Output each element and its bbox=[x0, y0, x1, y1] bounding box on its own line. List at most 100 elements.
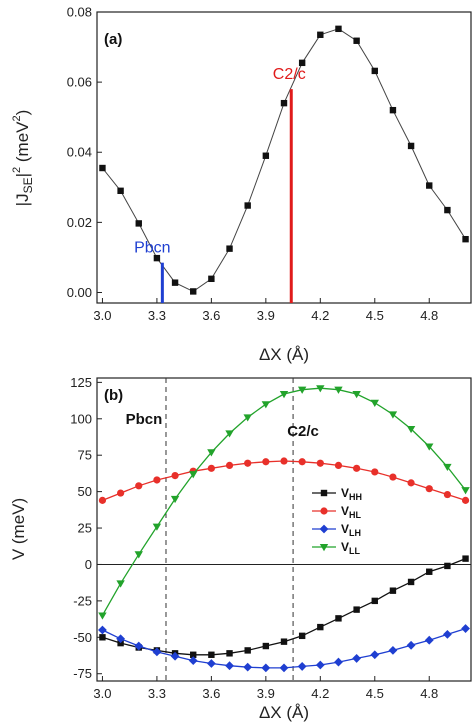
data-point bbox=[134, 641, 144, 651]
data-point bbox=[153, 254, 161, 262]
data-point bbox=[424, 635, 434, 645]
data-point bbox=[135, 220, 142, 227]
data-point bbox=[370, 399, 379, 407]
a-x-tick-label: 3.3 bbox=[148, 308, 166, 323]
a-y-tick-label: 0.00 bbox=[67, 285, 92, 300]
b-x-tick-label: 4.8 bbox=[420, 686, 438, 701]
data-point bbox=[334, 461, 343, 470]
data-point bbox=[443, 463, 452, 472]
b-x-tick-label: 4.5 bbox=[366, 686, 384, 701]
data-point bbox=[316, 459, 324, 467]
phase-marker-label: C2/c bbox=[273, 66, 306, 83]
data-point bbox=[297, 386, 307, 394]
data-point bbox=[262, 458, 270, 466]
data-point bbox=[388, 646, 398, 655]
data-point bbox=[317, 623, 324, 631]
b-y-tick-label: 75 bbox=[78, 448, 92, 463]
data-point bbox=[243, 662, 253, 672]
data-point bbox=[298, 458, 306, 466]
data-point bbox=[98, 612, 107, 620]
data-point bbox=[116, 634, 126, 644]
data-point bbox=[353, 464, 361, 472]
data-point bbox=[208, 651, 215, 658]
data-point bbox=[407, 142, 415, 150]
data-point bbox=[353, 37, 360, 44]
a-y-tick-label: 0.08 bbox=[67, 5, 92, 20]
legend-label: VLH bbox=[341, 522, 361, 538]
data-point bbox=[462, 235, 469, 243]
y-axis-label-b: V (meV) bbox=[9, 498, 28, 560]
b-x-tick-label: 3.9 bbox=[257, 686, 275, 701]
data-point bbox=[371, 67, 378, 75]
data-point bbox=[190, 651, 197, 658]
data-point bbox=[335, 25, 342, 33]
data-point bbox=[406, 640, 416, 650]
b-y-tick-label: -50 bbox=[73, 630, 92, 645]
data-point bbox=[371, 468, 379, 476]
data-point bbox=[353, 606, 360, 613]
plot-frame-b bbox=[96, 377, 472, 682]
data-point bbox=[226, 245, 233, 252]
phase-markers-a: Pbcn C2/c bbox=[134, 66, 306, 303]
legend-marker bbox=[320, 507, 328, 515]
data-point bbox=[462, 555, 469, 562]
data-point bbox=[426, 568, 433, 575]
data-point bbox=[371, 597, 378, 605]
data-point bbox=[226, 650, 233, 657]
data-point bbox=[99, 164, 106, 172]
data-point bbox=[444, 206, 451, 214]
data-point bbox=[244, 202, 251, 209]
legend-label: VLL bbox=[341, 540, 361, 556]
x-axis-label-b: ΔX (Å) bbox=[259, 703, 309, 722]
data-point bbox=[225, 430, 234, 438]
b-x-tick-label: 3.3 bbox=[148, 686, 166, 701]
panel-label-b: (b) bbox=[104, 387, 123, 404]
data-point bbox=[279, 391, 289, 399]
plot-frame-a bbox=[96, 11, 472, 304]
a-y-tick-label: 0.02 bbox=[67, 215, 92, 230]
a-x-tick-label: 3.6 bbox=[202, 308, 220, 323]
legend-label: VHL bbox=[341, 504, 362, 520]
data-point bbox=[406, 425, 416, 434]
data-point bbox=[117, 187, 124, 195]
data-point bbox=[225, 461, 234, 470]
data-point bbox=[352, 654, 362, 663]
legend-label: VHH bbox=[341, 486, 362, 502]
data-point bbox=[244, 647, 251, 654]
a-x-tick-label: 4.8 bbox=[420, 308, 438, 323]
data-point bbox=[389, 106, 397, 114]
data-point bbox=[152, 647, 162, 657]
a-x-tick-label: 4.5 bbox=[366, 308, 384, 323]
data-point bbox=[188, 656, 198, 666]
b-x-tick-label: 4.2 bbox=[311, 686, 329, 701]
data-point bbox=[407, 479, 415, 487]
data-point bbox=[297, 662, 307, 671]
b-y-tick-label: 100 bbox=[70, 411, 92, 426]
data-point bbox=[461, 487, 470, 495]
a-x-tick-label: 4.2 bbox=[311, 308, 329, 323]
data-point bbox=[370, 650, 380, 660]
data-point bbox=[280, 99, 288, 107]
a-y-tick-label: 0.06 bbox=[67, 75, 92, 90]
data-point bbox=[189, 471, 198, 479]
data-point bbox=[425, 485, 433, 493]
y-axis-label-a: |JSE|2 (meV2) bbox=[11, 110, 35, 207]
x-axis-label-a: ΔX (Å) bbox=[259, 345, 309, 364]
data-point bbox=[334, 657, 343, 667]
data-point bbox=[280, 457, 288, 465]
data-point bbox=[225, 661, 234, 671]
data-point bbox=[116, 580, 125, 588]
data-point bbox=[389, 473, 397, 481]
data-point bbox=[135, 482, 143, 490]
legend-marker bbox=[320, 489, 328, 497]
data-point bbox=[117, 489, 125, 497]
data-point bbox=[244, 459, 252, 467]
data-point bbox=[317, 31, 324, 38]
data-point bbox=[208, 275, 215, 283]
reference-line-label: Pbcn bbox=[126, 411, 163, 428]
data-point bbox=[207, 464, 215, 472]
data-point bbox=[243, 414, 252, 422]
data-point bbox=[207, 449, 216, 457]
data-point bbox=[335, 615, 342, 622]
data-point bbox=[99, 634, 106, 641]
